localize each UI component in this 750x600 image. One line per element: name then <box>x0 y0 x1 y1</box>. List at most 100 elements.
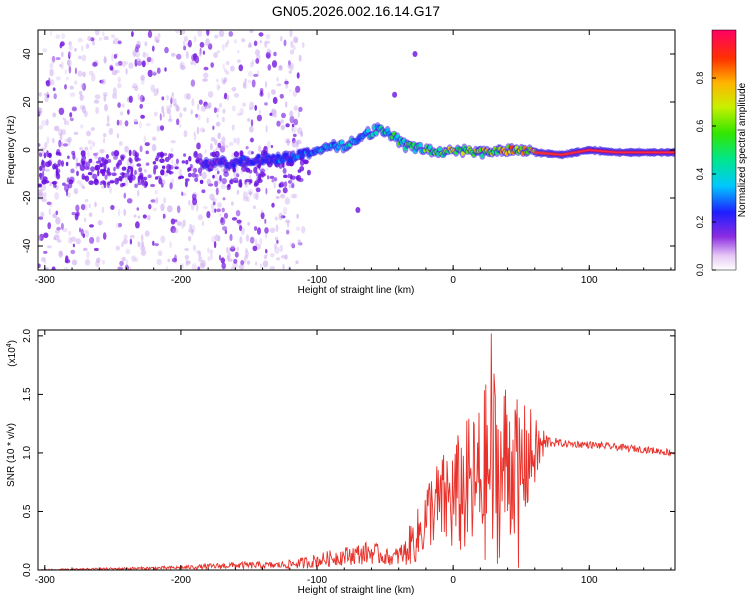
noise-blob <box>213 107 217 114</box>
noise-blob <box>79 94 84 101</box>
noise-blob <box>191 263 197 270</box>
noise-blob <box>181 191 184 196</box>
noise-blob <box>78 55 82 60</box>
noise-blob <box>288 70 292 74</box>
noise-blob <box>236 189 240 195</box>
noise-blob <box>101 206 105 214</box>
noise-blob <box>238 64 244 72</box>
noise-blob <box>121 103 125 108</box>
noise-blob <box>235 210 241 217</box>
noise-blob <box>95 152 99 156</box>
noise-blob <box>111 69 118 76</box>
noise-blob <box>140 234 144 242</box>
noise-blob <box>196 142 201 150</box>
noise-blob <box>192 167 198 173</box>
noise-blob <box>144 41 148 47</box>
noise-blob <box>95 106 99 115</box>
band-blob <box>233 180 239 184</box>
noise-blob <box>60 142 64 148</box>
noise-blob <box>134 85 139 92</box>
noise-blob <box>151 70 158 76</box>
noise-blob <box>67 58 73 67</box>
noise-blob <box>217 142 222 149</box>
noise-blob <box>252 205 256 209</box>
band-blob <box>94 164 101 171</box>
noise-blob <box>45 267 49 270</box>
band-blob <box>55 163 61 167</box>
noise-blob <box>262 260 269 268</box>
noise-blob <box>237 59 241 63</box>
band-blob <box>169 153 174 158</box>
noise-blob <box>131 31 134 37</box>
noise-blob <box>103 94 107 102</box>
noise-blob <box>176 53 182 60</box>
noise-blob <box>229 233 233 242</box>
noise-blob <box>245 234 250 242</box>
noise-blob <box>206 30 210 36</box>
band-blob <box>45 161 51 168</box>
noise-blob <box>265 51 271 59</box>
noise-blob <box>38 107 43 115</box>
band-blob <box>306 169 311 176</box>
noise-blob <box>249 101 255 110</box>
x-tick-label: -300 <box>35 275 55 286</box>
band-blob <box>85 161 91 168</box>
noise-blob <box>113 54 117 59</box>
noise-blob <box>292 133 297 137</box>
noise-blob <box>275 257 281 261</box>
noise-blob <box>168 118 173 123</box>
colorbar-ticks: 0.0 0.2 0.4 0.6 0.8 <box>695 72 716 276</box>
noise-blob <box>293 118 299 126</box>
noise-blob <box>170 218 176 225</box>
noise-blob <box>65 76 69 81</box>
noise-blob <box>276 77 279 82</box>
noise-blob <box>291 140 298 148</box>
noise-blob <box>221 136 226 144</box>
band-blob <box>266 175 270 180</box>
noise-blob <box>170 52 176 57</box>
noise-blob <box>281 112 286 119</box>
band-blob <box>121 172 125 179</box>
noise-blob <box>242 196 248 202</box>
snr-y-label: SNR (10 * v/v) <box>6 423 17 487</box>
noise-blob <box>157 250 163 257</box>
band-blob <box>52 163 56 170</box>
noise-blob <box>43 250 48 254</box>
noise-blob <box>136 207 140 211</box>
noise-blob <box>209 249 214 254</box>
noise-blob <box>84 199 89 203</box>
noise-blob <box>66 188 68 197</box>
noise-blob <box>148 203 152 210</box>
noise-blob <box>69 112 73 118</box>
noise-blob <box>38 216 44 220</box>
noise-blob <box>222 79 226 85</box>
noise-blob <box>60 51 64 58</box>
spectrogram-y-label: Frequency (Hz) <box>6 116 17 185</box>
noise-blob <box>233 137 237 144</box>
ridge-point <box>295 154 300 160</box>
band-blob <box>298 177 304 183</box>
noise-blob <box>267 92 270 100</box>
noise-blob <box>249 236 255 244</box>
noise-blob <box>278 212 283 221</box>
band-blob <box>191 172 197 178</box>
noise-blob <box>163 197 167 204</box>
noise-blob <box>60 61 64 70</box>
noise-blob <box>93 99 100 104</box>
noise-blob <box>145 150 149 155</box>
noise-blob <box>264 81 268 88</box>
noise-blob <box>283 181 288 188</box>
noise-blob <box>134 257 139 263</box>
band-blob <box>62 182 66 186</box>
noise-blob <box>157 33 161 38</box>
noise-blob <box>197 103 200 111</box>
noise-blob <box>155 37 160 43</box>
noise-blob <box>113 37 120 45</box>
noise-blob <box>280 124 285 131</box>
band-blob <box>130 166 134 174</box>
noise-blob <box>198 256 203 262</box>
noise-blob <box>191 98 195 107</box>
noise-blob <box>201 189 206 194</box>
noise-blob <box>146 56 152 63</box>
